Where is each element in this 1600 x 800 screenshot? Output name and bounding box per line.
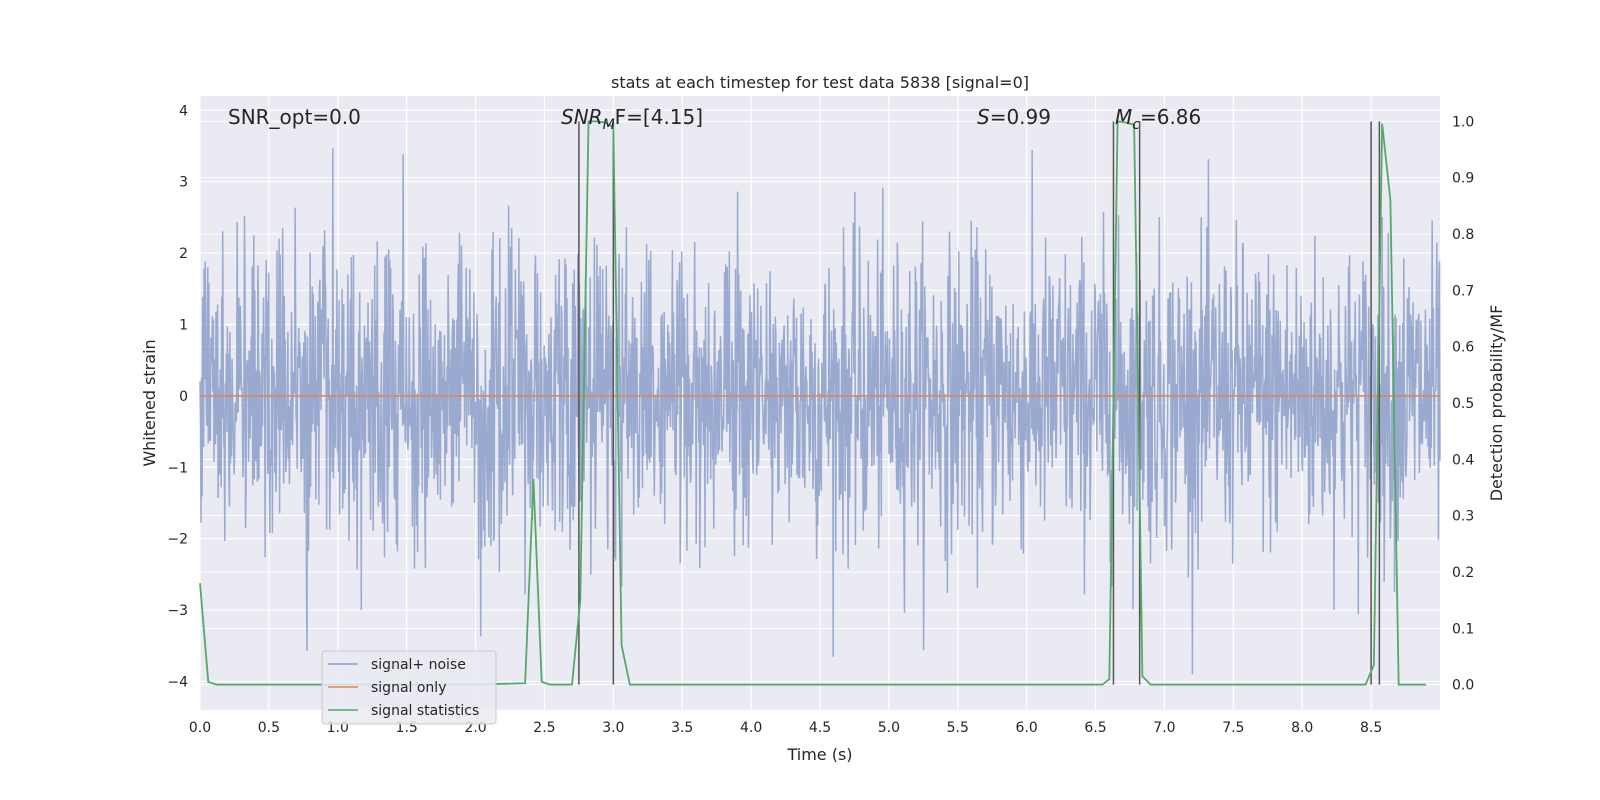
- snr-mf-sub: M: [603, 117, 615, 133]
- x-tick-labels: 0.0 0.5 1.0 1.5 2.0 2.5 3.0 3.5 4.0 4.5 5.0 5.5 6.0 6…: [189, 720, 1382, 736]
- y2-tick-label-5: 0.5: [1452, 396, 1474, 412]
- x-tick-label-16: 8.0: [1291, 720, 1313, 736]
- x-tick-label-8: 4.0: [740, 720, 762, 736]
- s-rest: =0.99: [990, 105, 1051, 129]
- annotation-s: S=0.99: [977, 105, 1051, 129]
- chart-title: stats at each timestep for test data 583…: [611, 73, 1029, 92]
- legend-box: [321, 650, 497, 725]
- s-var: S: [977, 105, 990, 129]
- x-tick-label-15: 7.5: [1222, 720, 1244, 736]
- y2-tick-label-6: 0.6: [1452, 340, 1474, 356]
- x-tick-label-12: 6.0: [1016, 720, 1038, 736]
- y2-axis-label: Detection probability/MF: [1487, 305, 1506, 502]
- y-tick-label-7: 3: [179, 175, 188, 191]
- legend-label-signal-only: signal only: [371, 680, 446, 696]
- y2-tick-label-0: 0.0: [1452, 678, 1474, 694]
- y-tick-label-6: 2: [179, 246, 188, 262]
- x-tick-label-6: 3.0: [602, 720, 624, 736]
- y-tick-label-2: −2: [167, 532, 188, 548]
- y-tick-label-5: 1: [179, 317, 188, 333]
- mc-sub: c: [1132, 117, 1140, 133]
- x-tick-label-5: 2.5: [533, 720, 555, 736]
- y2-tick-label-9: 0.9: [1452, 171, 1474, 187]
- y2-tick-labels: 0.0 0.1 0.2 0.3 0.4 0.5 0.6 0.7 0.8 0.9 1.0: [1452, 114, 1474, 693]
- mc-base: M: [1115, 105, 1132, 129]
- y-tick-label-1: −3: [167, 603, 188, 619]
- legend-label-signal-noise: signal+ noise: [371, 657, 466, 673]
- vertical-markers: [578, 121, 1381, 685]
- x-tick-label-11: 5.5: [947, 720, 969, 736]
- x-tick-label-10: 5.0: [878, 720, 900, 736]
- legend: signal+ noise signal only signal statist…: [321, 650, 497, 725]
- y-tick-labels: −4 −3 −2 −1 0 1 2 3 4: [167, 103, 188, 690]
- x-tick-label-0: 0.0: [189, 720, 211, 736]
- snr-mf-base: SNR: [561, 105, 603, 129]
- y-tick-label-3: −1: [167, 460, 188, 476]
- y-axis-label: Whitened strain: [140, 339, 159, 466]
- x-tick-label-7: 3.5: [671, 720, 693, 736]
- legend-label-signal-statistics: signal statistics: [371, 703, 479, 719]
- series-signal-noise: [199, 148, 1441, 675]
- y2-tick-label-10: 1.0: [1452, 114, 1474, 130]
- y2-tick-label-7: 0.7: [1452, 283, 1474, 299]
- mc-rest: =6.86: [1140, 105, 1201, 129]
- series-signal-statistics: [199, 120, 1427, 686]
- signal-noise-line: [199, 148, 1441, 675]
- signal-statistics-line: [199, 120, 1427, 686]
- x-tick-label-1: 0.5: [258, 720, 280, 736]
- y-tick-label-0: −4: [167, 674, 188, 690]
- y2-tick-label-4: 0.4: [1452, 452, 1474, 468]
- y2-tick-label-2: 0.2: [1452, 565, 1474, 581]
- y-tick-label-8: 4: [179, 103, 188, 119]
- y2-tick-label-3: 0.3: [1452, 509, 1474, 525]
- y2-tick-label-8: 0.8: [1452, 227, 1474, 243]
- x-axis-label: Time (s): [786, 745, 852, 764]
- y-tick-label-4: 0: [179, 389, 188, 405]
- annotation-snr-mf: SNRMF=[4.15]: [561, 105, 703, 133]
- snr-mf-rest: F=[4.15]: [615, 105, 703, 129]
- x-tick-label-14: 7.0: [1153, 720, 1175, 736]
- x-tick-label-13: 6.5: [1084, 720, 1106, 736]
- y2-tick-label-1: 0.1: [1452, 621, 1474, 637]
- annotation-mc: Mc=6.86: [1115, 105, 1201, 133]
- x-tick-label-17: 8.5: [1360, 720, 1382, 736]
- annotation-snr-opt: SNR_opt=0.0: [228, 105, 361, 129]
- x-tick-label-9: 4.5: [809, 720, 831, 736]
